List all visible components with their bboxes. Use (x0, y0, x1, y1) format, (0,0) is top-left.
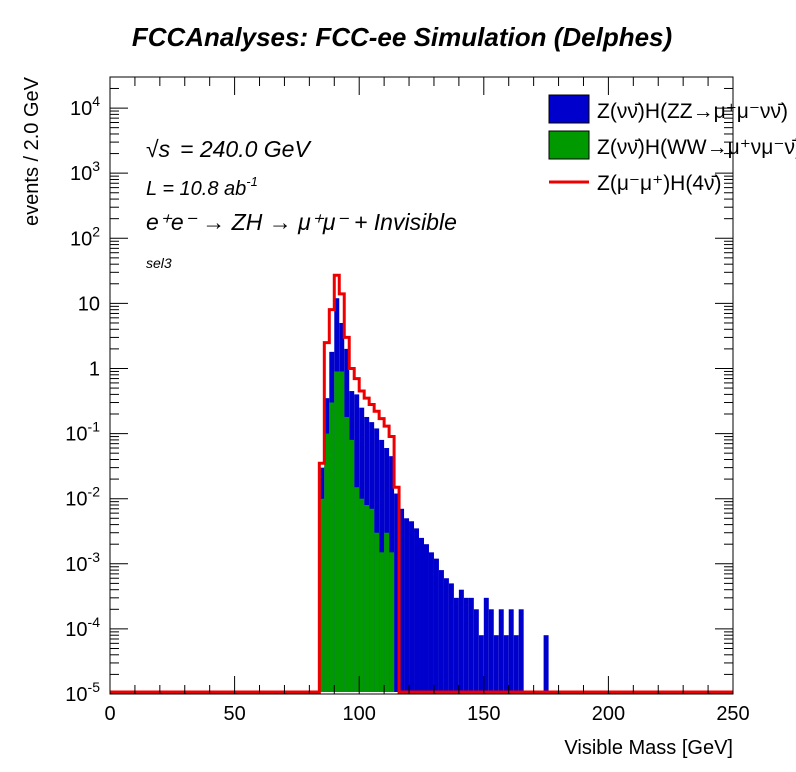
process-annotation: e⁺e⁻ → ZH → μ⁺μ⁻ + Invisible (146, 209, 457, 235)
x-tick-label: 100 (343, 703, 376, 725)
bar (394, 493, 400, 692)
series-line (110, 273, 733, 694)
bar (453, 597, 459, 692)
bar (359, 498, 365, 692)
bar (423, 544, 429, 692)
bar (458, 589, 464, 692)
y-tick-label: 104 (70, 93, 100, 120)
bar (384, 532, 390, 692)
bar (324, 433, 330, 692)
y-tick-label: 10-4 (65, 614, 100, 641)
bar (513, 635, 519, 692)
bar (389, 552, 395, 692)
bar (488, 609, 494, 692)
lumi-text: L = 10.8 ab (146, 178, 246, 200)
y-tick-label: 1 (89, 358, 100, 380)
bar (414, 528, 420, 692)
x-axis-label: Visible Mass [GeV] (564, 737, 733, 759)
bar (448, 583, 454, 692)
bar (478, 635, 484, 692)
y-tick-label: 10-5 (65, 679, 100, 706)
bar (428, 552, 434, 692)
bar (493, 635, 499, 692)
x-tick-label: 50 (223, 703, 245, 725)
bar (543, 635, 549, 692)
y-tick-label: 10-2 (65, 484, 100, 511)
y-tick-label: 10 (78, 293, 100, 315)
bar (473, 609, 479, 692)
annotations: √s = 240.0 GeV L = 10.8 ab-1 e⁺e⁻ → ZH →… (146, 136, 457, 271)
bar (369, 508, 375, 692)
tick-layer: 0 50 100 150 200 250 10-5 10-4 10-3 10-2 10-1 1 10 10… (65, 76, 750, 725)
series-2 (110, 273, 733, 694)
y-axis-label: events / 2.0 GeV (21, 76, 43, 226)
x-tick-label: 250 (716, 703, 749, 725)
sqrt-s-annotation: = 240.0 GeV (180, 136, 312, 162)
legend-label-zz: Z(νν̄)H(ZZ→μ⁺μ⁻νν̄) (597, 100, 788, 123)
selection-annotation: sel3 (146, 255, 172, 271)
bar (409, 521, 415, 692)
plot-frame (109, 76, 734, 695)
bar (364, 504, 370, 692)
x-tick-label: 200 (592, 703, 625, 725)
bar (483, 597, 489, 692)
bar (334, 371, 340, 692)
lumi-exp: -1 (246, 174, 258, 189)
bar (399, 508, 405, 692)
legend-swatch-ww (548, 130, 590, 160)
bar (329, 402, 335, 692)
bar (518, 609, 524, 692)
legend-label-4nu: Z(μ⁻μ⁺)H(4ν̄) (597, 172, 722, 195)
lumi-annotation: L = 10.8 ab-1 (146, 174, 258, 200)
bar (354, 487, 360, 692)
bar (379, 552, 385, 692)
bar (319, 498, 325, 692)
bar (374, 532, 380, 692)
bar (498, 609, 504, 692)
bar (468, 597, 474, 692)
legend-label-ww: Z(νν̄)H(WW→μ⁺νμ⁻ν̄) (597, 136, 796, 159)
y-tick-label: 10-3 (65, 549, 100, 576)
legend: Z(νν̄)H(ZZ→μ⁺μ⁻νν̄) Z(νν̄)H(WW→μ⁺νμ⁻ν̄) … (548, 94, 796, 195)
y-tick-label: 102 (70, 223, 100, 250)
sqrt-s-symbol: √s (146, 136, 171, 162)
bar (503, 635, 509, 692)
bar (344, 416, 350, 692)
bar (404, 518, 410, 692)
bar (339, 371, 345, 692)
bar (433, 558, 439, 692)
chart-title: FCCAnalyses: FCC-ee Simulation (Delphes) (132, 22, 672, 52)
y-tick-label: 10-1 (65, 419, 100, 446)
y-tick-label: 103 (70, 158, 100, 185)
bar (508, 609, 514, 692)
bar (463, 597, 469, 692)
x-tick-label: 0 (104, 703, 115, 725)
bar (349, 439, 355, 692)
bar (419, 537, 424, 692)
legend-swatch-zz (548, 94, 590, 124)
bar (443, 578, 449, 692)
series-layer (110, 273, 733, 694)
bar (438, 570, 444, 692)
x-tick-label: 150 (467, 703, 500, 725)
series-1 (319, 371, 395, 692)
